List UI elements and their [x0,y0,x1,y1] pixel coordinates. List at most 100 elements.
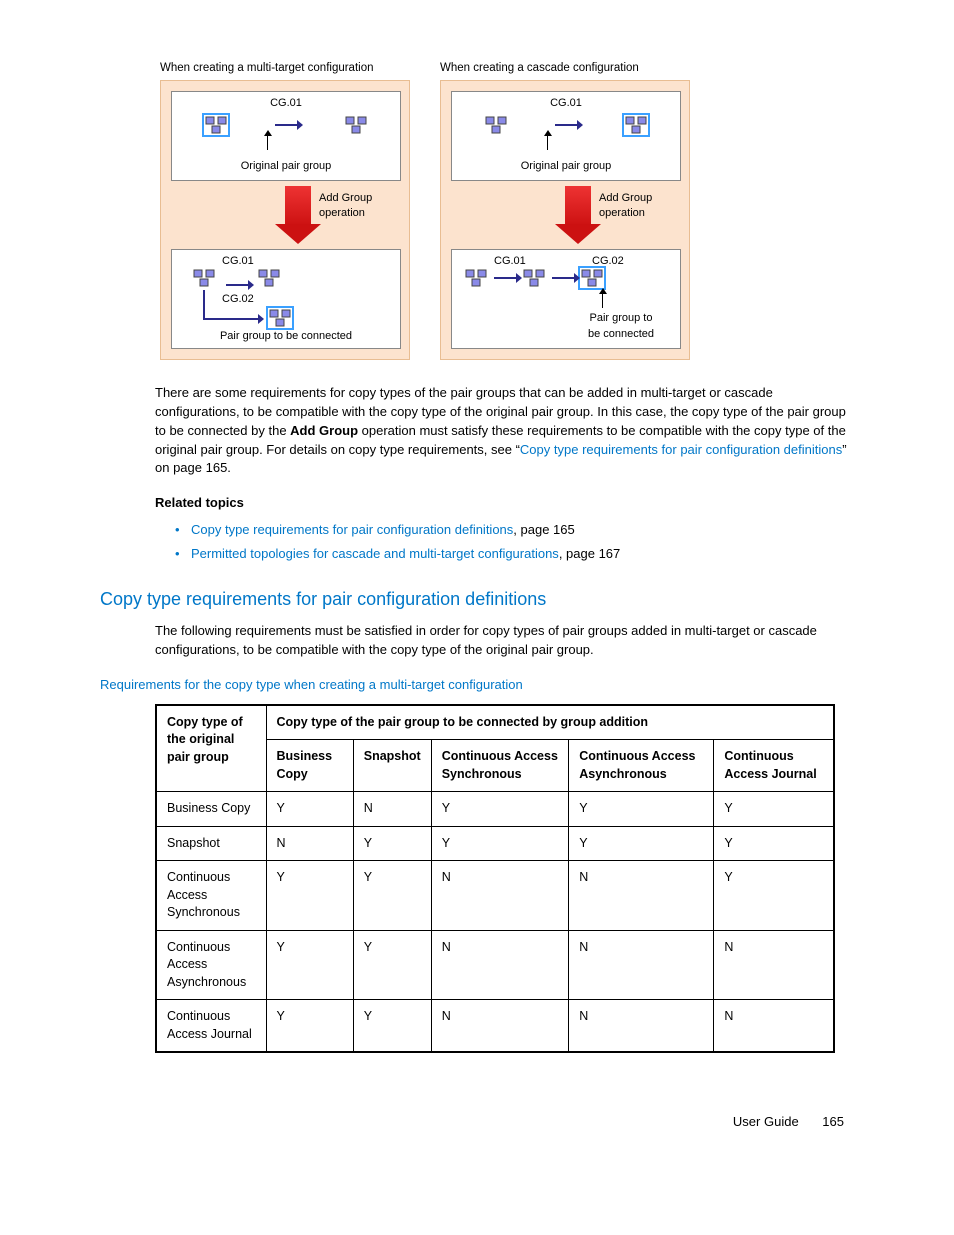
storage-node-icon [522,268,546,288]
storage-node-icon [204,115,228,135]
section-paragraph: The following requirements must be satis… [155,622,854,660]
storage-node-icon [464,268,488,288]
icon-row [452,111,680,139]
storage-node-icon [344,115,368,135]
diagram-multi-target: When creating a multi-target configurati… [160,60,410,360]
row-label: Snapshot [156,826,266,861]
col-header: Continuous Access Asynchronous [569,740,714,792]
row-header-label: Copy type of the original pair group [156,705,266,792]
cell: N [431,1000,569,1053]
cell: Y [569,826,714,861]
icon-row [464,268,604,288]
span-header: Copy type of the pair group to be connec… [266,705,834,740]
storage-node-icon [624,115,648,135]
related-topics-heading: Related topics [155,494,854,512]
arrow-right-icon [226,284,248,286]
cell: N [431,861,569,931]
diagram-title: When creating a multi-target configurati… [160,60,410,76]
cg-label: CG.02 [222,292,254,307]
cell: N [714,930,834,1000]
cell: Y [266,930,353,1000]
add-group-label: Add Group operation [319,191,372,222]
red-arrow-icon [285,186,311,226]
list-item: Permitted topologies for cascade and mul… [175,545,854,563]
panel-bottom: CG.01 CG.02 Pair group to be connected [451,249,681,349]
panel-bottom: CG.01 CG.02 Pair group to be connected [171,249,401,349]
list-item: Copy type requirements for pair configur… [175,521,854,539]
panel-top: CG.01 Original pair group [171,91,401,181]
cell: Y [353,826,431,861]
bottom-label: Pair group to be connected [562,311,680,342]
arrow-tip-icon [258,314,264,324]
row-label: Continuous Access Synchronous [156,861,266,931]
row-label: Continuous Access Journal [156,1000,266,1053]
arrow-right-icon [552,277,574,279]
footer-label: User Guide [733,1114,799,1129]
connector-line [203,290,205,318]
table-caption: Requirements for the copy type when crea… [100,676,854,694]
table-row: Business CopyYNYYY [156,792,834,827]
copy-type-link[interactable]: Copy type requirements for pair configur… [520,442,842,457]
text: , page 165 [513,522,574,537]
cell: N [569,861,714,931]
pointer-arrow-icon [544,130,552,136]
original-pair-label: Original pair group [172,159,400,174]
cell: Y [266,1000,353,1053]
diagram-cascade: When creating a cascade configuration CG… [440,60,690,360]
add-group-bold: Add Group [290,423,358,438]
table-row: Continuous Access JournalYYNNN [156,1000,834,1053]
add-group-label: Add Group operation [599,191,652,222]
cell: Y [266,792,353,827]
storage-node-icon [268,308,292,328]
red-arrow-icon [565,186,591,226]
cell: Y [714,861,834,931]
table-row: Continuous Access AsynchronousYYNNN [156,930,834,1000]
related-link[interactable]: Copy type requirements for pair configur… [191,522,513,537]
section-heading: Copy type requirements for pair configur… [100,587,854,612]
arrow-right-icon [555,124,577,126]
connector-line [203,318,261,320]
col-header: Continuous Access Journal [714,740,834,792]
diagram-title: When creating a cascade configuration [440,60,690,76]
related-topics-list: Copy type requirements for pair configur… [175,521,854,563]
text: , page 167 [559,546,620,561]
row-label: Business Copy [156,792,266,827]
cell: Y [353,861,431,931]
page-footer: User Guide 165 [100,1113,854,1131]
bottom-label: Pair group to be connected [172,329,400,344]
panel-top: CG.01 Original pair group [451,91,681,181]
cell: Y [714,826,834,861]
storage-node-icon [484,115,508,135]
cell: N [714,1000,834,1053]
storage-node-icon [192,268,216,288]
cg-label: CG.01 [452,96,680,111]
col-header: Continuous Access Synchronous [431,740,569,792]
cell: Y [431,826,569,861]
intro-paragraph: There are some requirements for copy typ… [155,384,854,478]
row-label: Continuous Access Asynchronous [156,930,266,1000]
icon-row [172,111,400,139]
arrow-right-icon [275,124,297,126]
diagram-box: CG.01 Original pair group Add Group oper… [440,80,690,360]
original-pair-label: Original pair group [452,159,680,174]
requirements-table: Copy type of the original pair group Cop… [155,704,835,1054]
cell: N [353,792,431,827]
storage-node-icon [580,268,604,288]
cell: Y [569,792,714,827]
cell: N [569,930,714,1000]
cell: Y [353,1000,431,1053]
pointer-arrow-icon [264,130,272,136]
diagram-box: CG.01 Original pair group Add Group oper… [160,80,410,360]
cell: Y [431,792,569,827]
cell: Y [353,930,431,1000]
icon-row [192,268,281,293]
cg-label: CG.01 [172,96,400,111]
related-link[interactable]: Permitted topologies for cascade and mul… [191,546,559,561]
cell: N [431,930,569,1000]
cell: N [266,826,353,861]
storage-node-icon [257,268,281,288]
cell: Y [714,792,834,827]
diagrams-row: When creating a multi-target configurati… [160,60,854,360]
table-row: SnapshotNYYYY [156,826,834,861]
arrow-right-icon [494,277,516,279]
